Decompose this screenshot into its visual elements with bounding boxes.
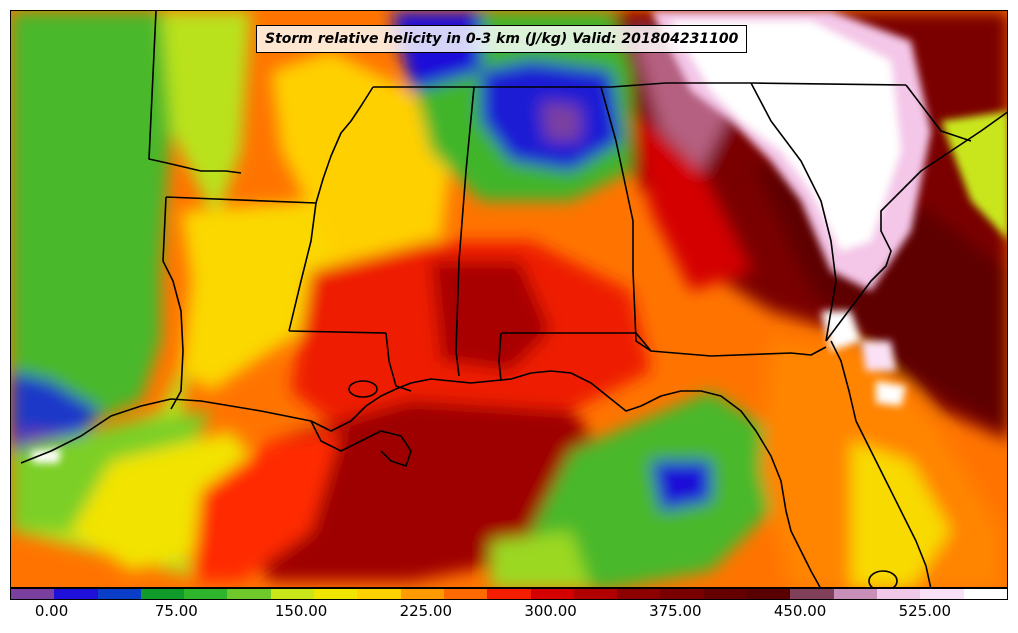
field-yellowgreen-west xyxy=(11,11,251,581)
colorbar-segment xyxy=(833,589,877,599)
colorbar-segment xyxy=(747,589,791,599)
boundary-fl-north xyxy=(501,332,827,357)
colorbar-segment xyxy=(573,589,618,599)
colorbar-segment xyxy=(660,589,704,599)
colorbar-segment xyxy=(314,589,358,599)
boundary-la-north xyxy=(288,330,387,334)
field-purple-north xyxy=(541,101,581,141)
colorbar-tick-labels: 0.00 75.00 150.00 225.00 300.00 375.00 450.00 5… xyxy=(0,602,1018,626)
colorbar-segment xyxy=(227,589,271,599)
field-yellow-florida xyxy=(851,441,951,587)
coastline-gulf xyxy=(20,370,821,587)
boundary-tn-south xyxy=(373,82,907,88)
field-green-se-gulf xyxy=(531,391,771,587)
field-darkred-central xyxy=(431,261,551,371)
field-white-coast xyxy=(31,449,61,463)
lake-okeechobee xyxy=(868,570,898,587)
colorbar-segment xyxy=(963,589,1007,599)
coastline-atlantic-north xyxy=(825,111,1007,342)
map-title: Storm relative helicity in 0-3 km (J/kg)… xyxy=(256,25,748,53)
colorbar-segment xyxy=(11,589,55,599)
boundary-ga-sc xyxy=(750,82,837,342)
colorbar-tick-label: 300.00 xyxy=(524,602,577,620)
colorbar-segment xyxy=(443,589,488,599)
boundary-ms-al xyxy=(455,86,475,377)
boundary-nc-sc xyxy=(905,84,972,142)
colorbar-segment xyxy=(184,589,228,599)
colorbar-segment xyxy=(97,589,141,599)
colorbar-segment xyxy=(920,589,964,599)
boundary-ar-tx-top xyxy=(165,196,317,204)
field-yellow-north xyxy=(271,51,451,271)
lake-pontchartrain xyxy=(348,380,378,398)
colorbar-segment xyxy=(876,589,921,599)
colorbar-segment xyxy=(400,589,444,599)
field-red-gulf xyxy=(191,431,341,581)
field-red-east xyxy=(631,111,751,291)
colorbar-segment xyxy=(357,589,401,599)
boundary-al-ga xyxy=(600,86,652,352)
field-white-patch-2 xyxy=(861,341,896,371)
helicity-field-map xyxy=(11,11,1007,587)
colorbar-segment xyxy=(270,589,315,599)
colorbar-segment xyxy=(617,589,661,599)
colorbar xyxy=(10,588,1008,600)
colorbar-tick-label: 150.00 xyxy=(274,602,328,620)
field-white-patch-3 xyxy=(876,381,906,406)
boundary-la-ms xyxy=(385,332,412,392)
field-yellow-ne xyxy=(941,111,1007,239)
field-green-west xyxy=(11,11,171,451)
field-white-ne xyxy=(671,21,901,251)
map-panel: Storm relative helicity in 0-3 km (J/kg)… xyxy=(10,10,1008,588)
colorbar-segment xyxy=(703,589,748,599)
boundary-al-fl-west xyxy=(498,332,502,382)
boundary-ok-tx xyxy=(148,11,242,174)
boundary-tx-la xyxy=(162,196,184,410)
colorbar-tick-label: 75.00 xyxy=(154,602,198,620)
boundary-mo-ar xyxy=(288,202,317,332)
boundary-ar-east xyxy=(315,86,374,204)
colorbar-tick-label: 525.00 xyxy=(898,602,952,620)
colorbar-segment xyxy=(140,589,185,599)
colorbar-segment xyxy=(530,589,574,599)
colorbar-segment xyxy=(487,589,531,599)
coastline-atlantic xyxy=(830,340,932,587)
colorbar-segment xyxy=(790,589,834,599)
colorbar-tick-label: 225.00 xyxy=(399,602,453,620)
coastline-delta xyxy=(310,420,412,467)
colorbar-segment xyxy=(54,589,98,599)
field-blue-se-gulf xyxy=(651,461,711,511)
field-yellowgreen-sw-gulf xyxy=(491,531,591,587)
colorbar-tick-label: 0.00 xyxy=(34,602,69,620)
colorbar-tick-label: 375.00 xyxy=(649,602,702,620)
boundaries xyxy=(20,11,1007,587)
colorbar-tick-label: 450.00 xyxy=(773,602,827,620)
